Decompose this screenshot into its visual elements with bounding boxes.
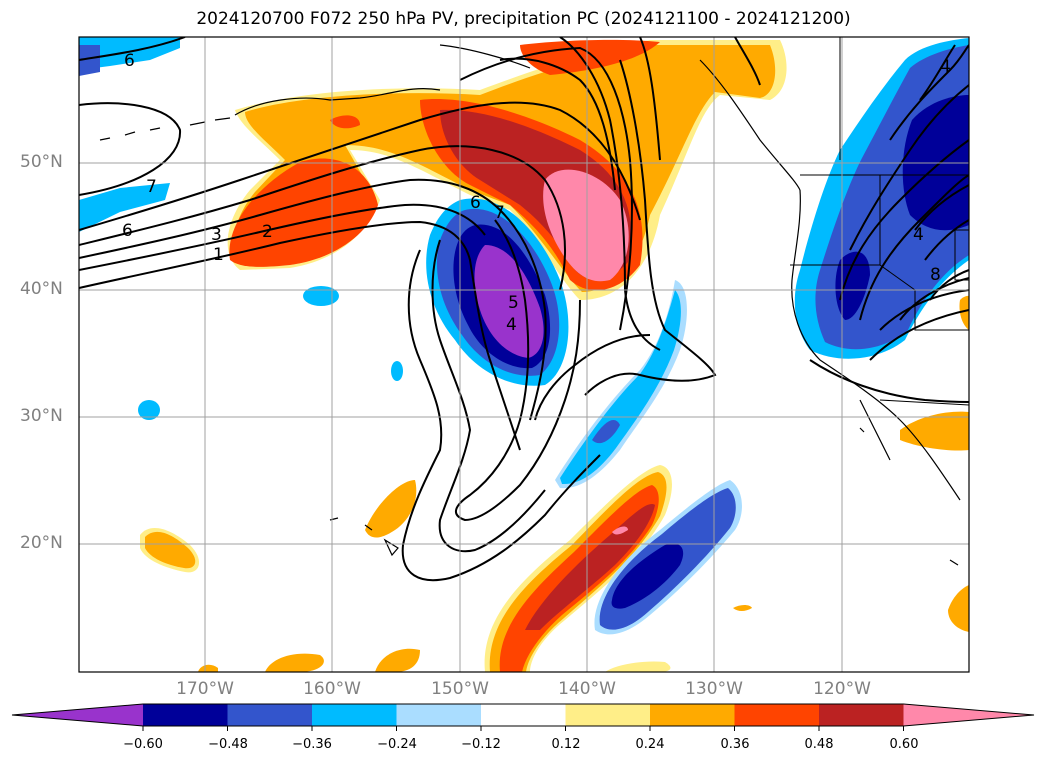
colorbar-tick-label: 0.60	[889, 737, 919, 752]
contour-label: 4	[940, 57, 951, 77]
colorbar-tick-label: −0.24	[377, 737, 417, 752]
map-frame	[78, 36, 970, 673]
colorbar	[11, 703, 1035, 731]
colorbar-segment	[819, 704, 904, 726]
contour-label: 1	[213, 245, 224, 265]
colorbar-segment	[481, 704, 566, 726]
lon-label-170w: 170°W	[176, 679, 234, 699]
graticule	[79, 37, 969, 672]
colorbar-segment	[143, 704, 228, 726]
colorbar-segment	[312, 704, 397, 726]
lat-label-20n: 20°N	[20, 533, 63, 553]
contour-label: 4	[506, 315, 517, 335]
colorbar-tick-label: −0.48	[208, 737, 248, 752]
contour-label: 8	[930, 265, 941, 285]
precip-negative-streak-south	[594, 480, 742, 635]
contour-label: 2	[262, 222, 273, 242]
lon-label-140w: 140°W	[558, 679, 616, 699]
lat-label-50n: 50°N	[20, 152, 63, 172]
lat-label-40n: 40°N	[20, 279, 63, 299]
colorbar-segment	[650, 704, 735, 726]
lon-label-130w: 130°W	[685, 679, 743, 699]
colorbar-segment	[227, 704, 313, 726]
colorbar-tick-label: −0.60	[123, 737, 163, 752]
precip-positive-region-north	[227, 39, 787, 300]
lon-label-160w: 160°W	[303, 679, 361, 699]
colorbar-extend-max	[903, 704, 1034, 726]
pv-contours	[79, 37, 969, 582]
lon-label-150w: 150°W	[431, 679, 489, 699]
colorbar-tick-label: 0.24	[635, 737, 665, 752]
colorbar-segment	[396, 704, 482, 726]
colorbar-segment	[734, 704, 820, 726]
contour-label: 7	[494, 203, 505, 223]
contour-label: 3	[211, 225, 222, 245]
political-boundaries	[790, 37, 969, 406]
precip-positive-streak-south	[484, 465, 672, 672]
precip-negative-streak	[555, 280, 687, 489]
colorbar-tick-label: −0.12	[461, 737, 501, 752]
colorbar-extend-min	[12, 704, 143, 726]
colorbar-tick-label: 0.12	[551, 737, 581, 752]
contour-label: 6	[470, 193, 481, 213]
contour-label: 5	[508, 293, 519, 313]
colorbar-segment	[565, 704, 651, 726]
lat-label-30n: 30°N	[20, 406, 63, 426]
contour-label: 6	[122, 221, 133, 241]
lon-label-120w: 120°W	[813, 679, 871, 699]
colorbar-tick-label: −0.36	[292, 737, 332, 752]
contour-label: 4	[913, 225, 924, 245]
contour-label: 7	[146, 177, 157, 197]
precip-positive-blobs	[140, 295, 969, 672]
colorbar-tick-label: 0.48	[804, 737, 834, 752]
colorbar-tick-label: 0.36	[720, 737, 750, 752]
page-title: 2024120700 F072 250 hPa PV, precipitatio…	[196, 9, 851, 29]
contour-label: 6	[124, 51, 135, 71]
